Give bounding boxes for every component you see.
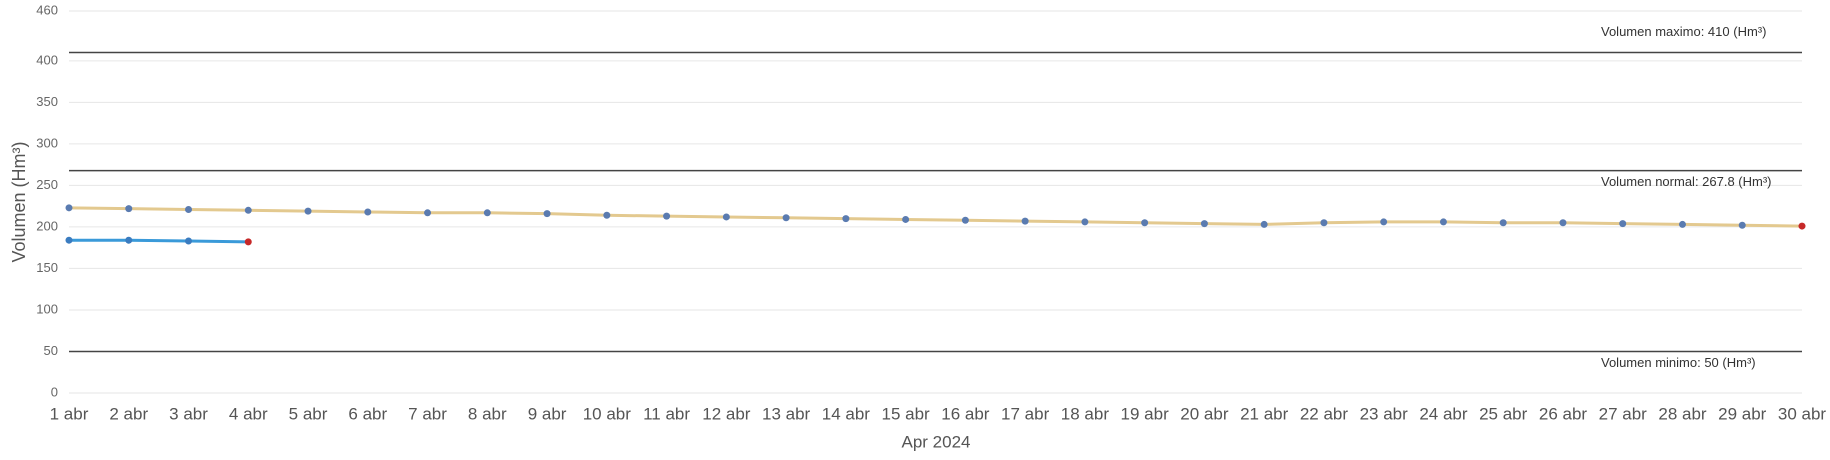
x-axis-title: Apr 2024 (902, 432, 971, 451)
x-tick-label: 17 abr (1001, 404, 1050, 423)
y-tick-label: 350 (36, 94, 58, 109)
reference-label: Volumen normal: 267.8 (Hm³) (1601, 174, 1772, 189)
data-point (902, 215, 910, 223)
x-tick-label: 23 abr (1360, 404, 1409, 423)
x-tick-label: 16 abr (941, 404, 990, 423)
reference-label: Volumen minimo: 50 (Hm³) (1601, 355, 1756, 370)
x-tick-label: 8 abr (468, 404, 507, 423)
x-tick-label: 18 abr (1061, 404, 1110, 423)
x-tick-label: 3 abr (169, 404, 208, 423)
y-tick-label: 460 (36, 2, 58, 17)
data-point (304, 207, 312, 215)
y-tick-label: 250 (36, 177, 58, 192)
reference-label: Volumen maximo: 410 (Hm³) (1601, 24, 1766, 39)
y-tick-label: 400 (36, 52, 58, 67)
data-point (1678, 220, 1686, 228)
x-tick-label: 6 abr (348, 404, 387, 423)
data-point (603, 211, 611, 219)
data-point (722, 213, 730, 221)
x-tick-label: 20 abr (1180, 404, 1229, 423)
x-tick-label: 1 abr (50, 404, 89, 423)
x-tick-label: 15 abr (882, 404, 931, 423)
x-tick-label: 13 abr (762, 404, 811, 423)
data-point (125, 205, 133, 213)
series-line (68, 206, 1803, 228)
data-point (364, 208, 372, 216)
x-tick-label: 21 abr (1240, 404, 1289, 423)
data-point (543, 210, 551, 218)
data-point (65, 204, 73, 212)
x-tick-label: 27 abr (1599, 404, 1648, 423)
x-tick-label: 24 abr (1419, 404, 1468, 423)
data-point (842, 215, 850, 223)
x-tick-label: 26 abr (1539, 404, 1588, 423)
data-point (1439, 218, 1447, 226)
y-tick-label: 50 (44, 343, 58, 358)
data-point (185, 205, 193, 213)
data-point (1200, 220, 1208, 228)
x-tick-label: 22 abr (1300, 404, 1349, 423)
x-tick-label: 12 abr (702, 404, 751, 423)
y-tick-label: 150 (36, 260, 58, 275)
x-tick-label: 14 abr (822, 404, 871, 423)
y-tick-label: 100 (36, 301, 58, 316)
x-tick-label: 2 abr (109, 404, 148, 423)
data-point (961, 216, 969, 224)
data-point (1738, 221, 1746, 229)
data-point (1499, 219, 1507, 227)
data-point (1380, 218, 1388, 226)
x-tick-label: 9 abr (528, 404, 567, 423)
y-axis-title: Volumen (Hm³) (9, 141, 29, 262)
data-point (424, 209, 432, 217)
x-tick-label: 28 abr (1658, 404, 1707, 423)
data-point (663, 212, 671, 220)
data-point (244, 206, 252, 214)
data-point (782, 214, 790, 222)
x-tick-label: 29 abr (1718, 404, 1767, 423)
data-point (125, 236, 133, 244)
x-tick-label: 7 abr (408, 404, 447, 423)
data-point (1141, 219, 1149, 227)
data-point (1798, 222, 1806, 230)
data-point (483, 209, 491, 217)
data-point (1021, 217, 1029, 225)
y-tick-label: 200 (36, 218, 58, 233)
x-tick-label: 30 abr (1778, 404, 1827, 423)
data-point (1619, 220, 1627, 228)
x-tick-label: 25 abr (1479, 404, 1528, 423)
data-point (65, 236, 73, 244)
data-point (1320, 219, 1328, 227)
data-point (244, 238, 252, 246)
x-tick-label: 5 abr (289, 404, 328, 423)
x-tick-label: 11 abr (643, 404, 690, 423)
data-point (1260, 220, 1268, 228)
data-point (1559, 219, 1567, 227)
data-point (1081, 218, 1089, 226)
x-tick-label: 10 abr (583, 404, 632, 423)
series-line (69, 238, 249, 244)
y-tick-label: 0 (51, 384, 58, 399)
y-tick-label: 300 (36, 135, 58, 150)
x-tick-label: 19 abr (1121, 404, 1170, 423)
data-point (185, 237, 193, 245)
x-tick-label: 4 abr (229, 404, 268, 423)
